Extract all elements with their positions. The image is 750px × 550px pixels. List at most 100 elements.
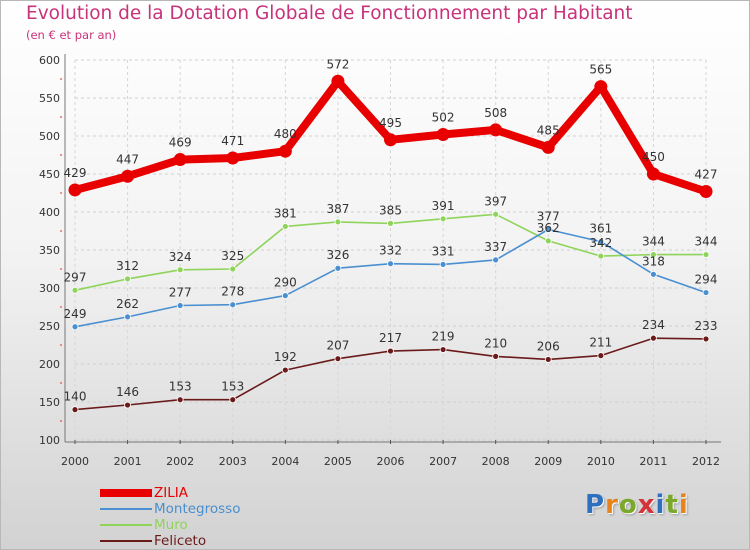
data-label-muro: 324 (169, 250, 192, 264)
data-point-montegrosso (702, 289, 710, 296)
x-tick-label: 2009 (534, 455, 562, 468)
y-tick-label: 100 (39, 434, 60, 447)
data-label-montegrosso: 361 (589, 222, 612, 236)
chart-title: Evolution de la Dotation Globale de Fonc… (26, 3, 633, 24)
data-point-zilia (436, 127, 450, 141)
data-label-feliceto: 206 (537, 339, 560, 353)
y-tick-label: 250 (39, 320, 60, 333)
data-label-zilia: 502 (432, 110, 455, 124)
data-point-feliceto (334, 355, 342, 363)
data-labels: 429 447 469 471 480 572 495 502 508 485 565 450 427 2… (64, 57, 718, 403)
data-point-feliceto (387, 347, 394, 355)
data-label-zilia: 480 (274, 127, 297, 141)
axes (64, 54, 721, 443)
data-point-zilia (541, 140, 555, 154)
data-label-feliceto: 219 (432, 330, 455, 344)
y-tick-label: 600 (39, 54, 60, 67)
data-label-montegrosso: 377 (537, 209, 560, 223)
data-label-feliceto: 210 (484, 336, 507, 350)
y-tick-label: 550 (39, 92, 60, 105)
x-tick-label: 2007 (429, 455, 457, 468)
x-tick-label: 2002 (166, 455, 194, 468)
data-point-montegrosso (387, 260, 394, 268)
data-point-muro (387, 219, 394, 227)
data-point-zilia (384, 133, 397, 147)
data-point-muro (176, 266, 184, 274)
x-tick-label: 2005 (324, 455, 352, 468)
data-point-zilia (226, 151, 240, 165)
y-tick-label: 350 (39, 244, 60, 257)
data-label-muro: 362 (537, 221, 560, 235)
legend-label-zilia: ZILIA (154, 485, 188, 501)
data-label-feliceto: 234 (642, 318, 665, 332)
data-point-montegrosso (597, 238, 605, 246)
data-point-montegrosso (544, 226, 552, 233)
data-label-montegrosso: 249 (64, 307, 87, 321)
data-point-muro (439, 215, 447, 223)
data-label-muro: 344 (642, 235, 665, 249)
data-point-muro (702, 251, 710, 258)
x-tick-label: 2006 (377, 455, 405, 468)
data-point-zilia (646, 167, 660, 181)
data-point-zilia (489, 123, 503, 137)
x-tick-label: 2011 (639, 455, 667, 468)
data-label-feliceto: 217 (379, 331, 402, 345)
data-point-montegrosso (439, 261, 447, 268)
data-label-feliceto: 233 (695, 319, 718, 333)
x-tick-label: 2010 (587, 455, 615, 468)
y-tick-label: 200 (39, 358, 60, 371)
data-label-montegrosso: 332 (379, 244, 402, 258)
data-label-feliceto: 153 (221, 380, 244, 394)
data-label-montegrosso: 318 (642, 254, 665, 268)
data-label-muro: 325 (221, 249, 244, 263)
data-point-feliceto (124, 401, 131, 409)
data-label-feliceto: 140 (64, 390, 87, 404)
data-label-montegrosso: 277 (169, 285, 192, 299)
data-point-montegrosso (281, 292, 289, 300)
data-label-zilia: 427 (695, 167, 718, 181)
data-point-montegrosso (176, 302, 184, 309)
data-label-zilia: 471 (221, 134, 244, 148)
x-tick-label: 2008 (482, 455, 510, 468)
data-label-muro: 385 (379, 203, 402, 217)
y-axis-ticks: 100 150 200 250 300 350 400 450 500 550 600 (39, 54, 62, 447)
data-point-muro (492, 210, 500, 218)
y-tick-label: 150 (39, 396, 60, 409)
data-label-feliceto: 153 (169, 380, 192, 394)
legend-swatch-feliceto (100, 540, 152, 542)
proxiti-logo: Proxiti (585, 490, 689, 520)
data-label-zilia: 469 (169, 136, 192, 150)
data-point-feliceto (281, 366, 289, 374)
y-tick-label: 300 (39, 282, 60, 295)
data-point-zilia (121, 169, 135, 183)
data-point-feliceto (492, 352, 500, 360)
data-label-muro: 297 (64, 270, 87, 284)
data-label-muro: 344 (695, 235, 718, 249)
data-point-zilia (331, 74, 345, 88)
data-label-montegrosso: 331 (432, 244, 455, 258)
data-label-montegrosso: 326 (326, 248, 349, 262)
data-label-zilia: 429 (64, 166, 87, 180)
data-point-muro (281, 223, 289, 230)
y-tick-label: 450 (39, 168, 60, 181)
legend-label-feliceto: Feliceto (154, 533, 207, 549)
data-point-muro (544, 237, 552, 245)
data-point-feliceto (176, 396, 184, 404)
data-point-muro (597, 252, 605, 260)
data-label-muro: 387 (326, 202, 349, 216)
data-point-feliceto (439, 346, 447, 353)
x-tick-label: 2000 (61, 455, 89, 468)
data-point-montegrosso (229, 301, 237, 309)
x-tick-label: 2001 (114, 455, 142, 468)
data-label-feliceto: 192 (274, 350, 297, 364)
legend-swatch-montegrosso (100, 508, 152, 510)
x-tick-label: 2004 (271, 455, 299, 468)
data-label-montegrosso: 337 (484, 240, 507, 254)
data-label-zilia: 485 (537, 123, 560, 137)
data-point-montegrosso (71, 323, 79, 331)
data-label-muro: 381 (274, 206, 297, 220)
data-point-montegrosso (334, 264, 342, 272)
x-tick-label: 2003 (219, 455, 247, 468)
